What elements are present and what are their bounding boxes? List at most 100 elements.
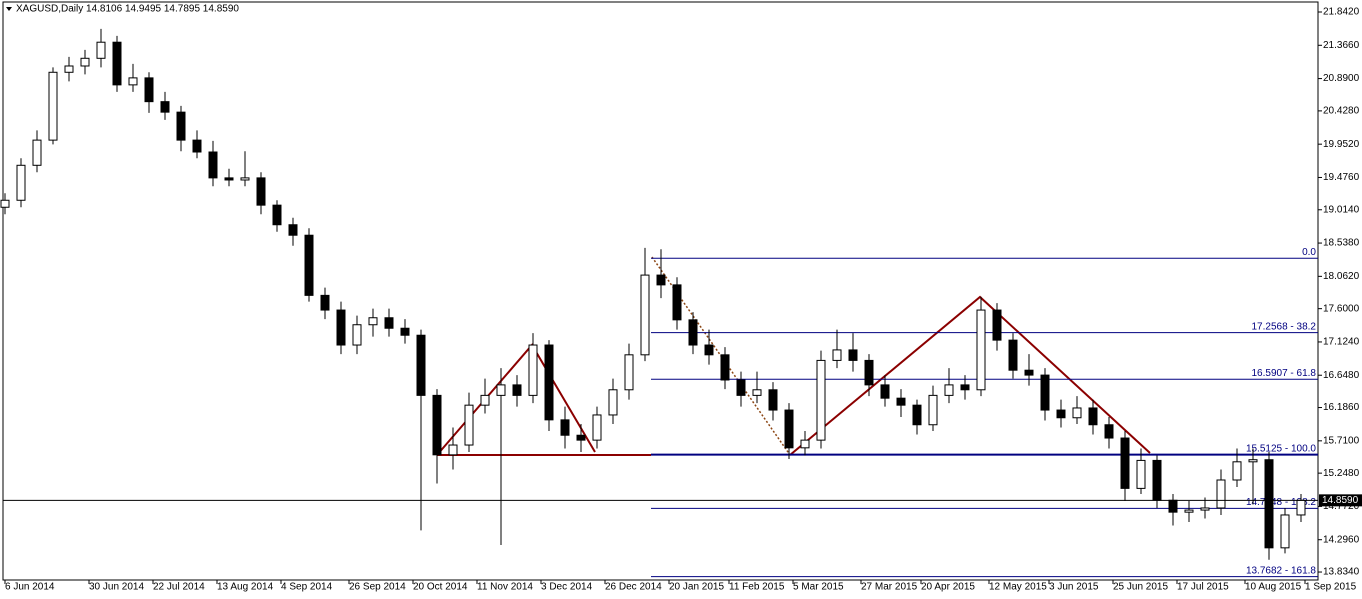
x-tick-label: 11 Feb 2015 — [729, 582, 785, 593]
fib-label: 15.5125 - 100.0 — [1246, 443, 1316, 454]
x-tick-label: 22 Jul 2014 — [153, 582, 205, 593]
x-tick-label: 26 Sep 2014 — [349, 582, 406, 593]
candle-body — [608, 389, 618, 416]
chart-header: XAGUSD,Daily 14.8106 14.9495 14.7895 14.… — [16, 4, 239, 15]
candle-body — [1008, 339, 1018, 371]
y-tick-label: 21.8420 — [1323, 7, 1360, 18]
candle-body — [1072, 407, 1082, 419]
x-tick-label: 30 Jun 2014 — [89, 582, 144, 593]
candle-body — [1168, 499, 1178, 513]
y-tick-label: 14.7720 — [1323, 501, 1360, 512]
candle-body — [432, 394, 442, 456]
candle-body — [800, 439, 810, 449]
candle-body — [912, 404, 922, 426]
x-tick-label: 17 Jul 2015 — [1177, 582, 1229, 593]
y-tick-label: 19.0140 — [1323, 204, 1360, 215]
candle-body — [1152, 459, 1162, 501]
candle-body — [880, 384, 890, 399]
candle-body — [272, 204, 282, 226]
candle-body — [896, 397, 906, 406]
candle-body — [576, 434, 586, 441]
y-tick-label: 16.1860 — [1323, 402, 1360, 413]
fib-label: 0.0 — [1302, 247, 1316, 258]
candle-body — [720, 354, 730, 381]
candle-body — [336, 309, 346, 346]
candle-body — [928, 394, 938, 426]
candle-body — [624, 354, 634, 391]
y-tick-label: 20.8900 — [1323, 73, 1360, 84]
candle-body — [352, 324, 362, 346]
candle-body — [1024, 369, 1034, 376]
x-tick-label: 5 Mar 2015 — [793, 582, 844, 593]
fib-level: 13.7682 - 161.8 — [651, 565, 1318, 578]
x-tick-label: 10 Aug 2015 — [1245, 582, 1302, 593]
candle-body — [32, 139, 42, 166]
candle-body — [64, 65, 74, 73]
candle-body — [976, 309, 986, 391]
candle-body — [1296, 499, 1306, 516]
y-tick-label: 19.4760 — [1323, 172, 1360, 183]
y-tick-label: 13.8340 — [1323, 567, 1360, 578]
candle-body — [160, 101, 170, 113]
y-tick-label: 20.4280 — [1323, 106, 1360, 117]
y-tick-label: 17.6000 — [1323, 303, 1360, 314]
y-tick-label: 19.9520 — [1323, 139, 1360, 150]
candle-body — [560, 419, 570, 436]
candle-body — [1248, 459, 1258, 463]
x-tick-label: 20 Jan 2015 — [669, 582, 724, 593]
candle-body — [16, 164, 26, 201]
candle-body — [96, 41, 106, 59]
x-tick-label: 20 Oct 2014 — [413, 582, 468, 593]
candle-body — [48, 71, 58, 141]
candle-body — [752, 389, 762, 396]
candle-body — [1120, 437, 1130, 489]
candle-body — [416, 334, 426, 396]
candle-body — [960, 384, 970, 391]
y-tick-label: 18.0620 — [1323, 271, 1360, 282]
candle-body — [112, 41, 122, 86]
candle-body — [768, 389, 778, 411]
candle-body — [1184, 509, 1194, 513]
candle-body — [240, 177, 250, 181]
candle-body — [464, 404, 474, 446]
candle-body — [80, 57, 90, 67]
fib-label: 16.5907 - 61.8 — [1252, 368, 1317, 379]
candle-body — [176, 111, 186, 141]
candle-body — [1088, 407, 1098, 426]
y-tick-label: 17.1240 — [1323, 337, 1360, 348]
x-tick-label: 27 Mar 2015 — [861, 582, 918, 593]
x-tick-label: 12 May 2015 — [989, 582, 1047, 593]
candle-body — [672, 284, 682, 321]
candle-body — [0, 199, 10, 208]
fib-label: 17.2568 - 38.2 — [1252, 321, 1317, 332]
candle-body — [1040, 374, 1050, 411]
x-tick-label: 1 Sep 2015 — [1305, 582, 1357, 593]
candle-body — [544, 344, 554, 421]
candle-body — [400, 327, 410, 336]
candle-body — [384, 317, 394, 329]
y-tick-label: 15.7100 — [1323, 435, 1360, 446]
current-price-label: 14.8590 — [1322, 495, 1359, 506]
candle-body — [320, 294, 330, 311]
candle-body — [192, 139, 202, 153]
y-tick-label: 21.3660 — [1323, 40, 1360, 51]
y-tick-label: 15.2480 — [1323, 468, 1360, 479]
candle-body — [704, 344, 714, 356]
plot-frame — [2, 1, 1319, 581]
candle-body — [1216, 479, 1226, 509]
candle-body — [640, 274, 650, 356]
fib-label: 13.7682 - 161.8 — [1246, 565, 1316, 576]
candle-body — [528, 344, 538, 396]
candle-body — [864, 359, 874, 386]
candle-body — [944, 384, 954, 396]
candle-body — [1264, 459, 1274, 549]
y-tick-label: 18.5380 — [1323, 238, 1360, 249]
candle-body — [256, 177, 266, 206]
menu-arrow[interactable] — [6, 7, 12, 11]
candle-body — [832, 349, 842, 361]
candle-body — [1056, 409, 1066, 419]
candle-body — [816, 359, 826, 441]
fib-level: 0.0 — [651, 247, 1318, 259]
